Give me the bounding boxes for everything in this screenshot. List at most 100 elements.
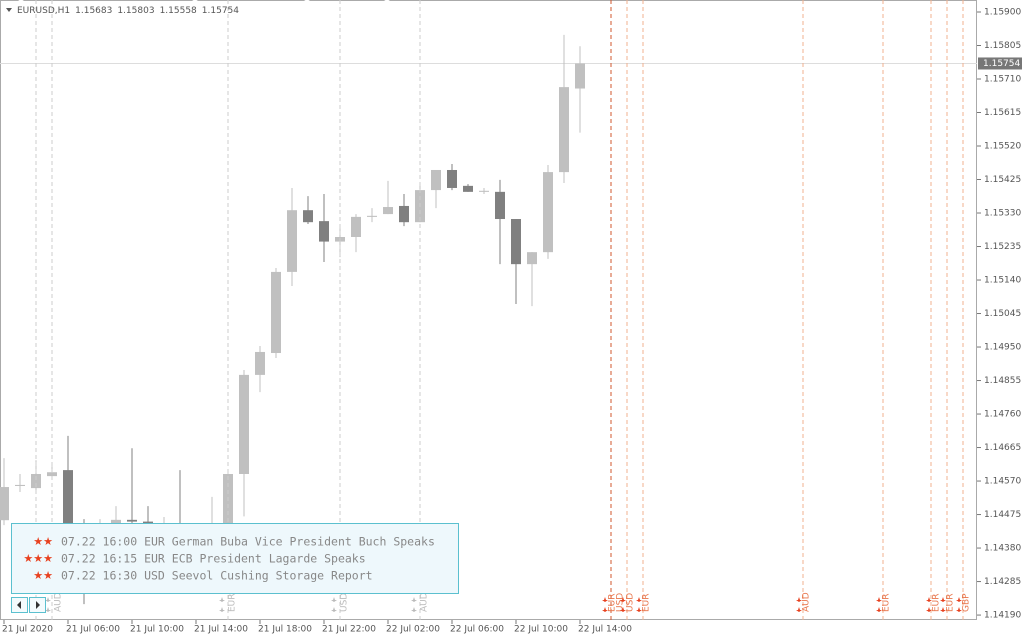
y-tick-label: 1.15710 <box>984 74 1021 84</box>
y-tick-label: 1.14950 <box>984 343 1021 353</box>
candle-body <box>511 219 521 265</box>
candle-body <box>367 215 377 217</box>
event-star <box>956 597 962 602</box>
candle-body <box>31 473 41 489</box>
event-star <box>636 597 642 602</box>
y-tick-label: 1.15615 <box>984 108 1021 118</box>
y-tick-label: 1.14475 <box>984 510 1021 520</box>
candle-body <box>575 63 585 89</box>
header-field: 1.15683 <box>75 6 112 16</box>
candle-body <box>63 470 73 531</box>
event-star <box>331 607 337 612</box>
event-label: USD <box>626 593 636 612</box>
news-text: 07.22 16:00 EUR German Buba Vice Preside… <box>61 535 435 549</box>
x-tick-label: 21 Jul 06:00 <box>66 625 120 635</box>
event-star <box>411 607 417 612</box>
event-star <box>796 607 802 612</box>
x-tick-label: 22 Jul 02:00 <box>386 625 440 635</box>
event-star <box>411 597 417 602</box>
y-tick-label: 1.14190 <box>984 611 1021 621</box>
y-tick-label: 1.14570 <box>984 477 1021 487</box>
candle-body <box>447 169 457 188</box>
event-star <box>636 607 642 612</box>
header-field: EURUSD,H1 <box>17 6 70 16</box>
event-star <box>602 597 608 602</box>
event-star <box>876 597 882 602</box>
candle-body <box>351 216 361 237</box>
y-tick-label: 1.15235 <box>984 242 1021 252</box>
news-text: 07.22 16:15 EUR ECB President Lagarde Sp… <box>61 552 366 566</box>
header-field: 1.15754 <box>202 6 239 16</box>
candle-body <box>271 271 281 354</box>
candle-body <box>463 185 473 192</box>
y-tick-label: 1.14855 <box>984 376 1021 386</box>
event-star <box>926 607 932 612</box>
x-tick-label: 21 Jul 22:00 <box>322 625 376 635</box>
event-star <box>18 0 24 2</box>
x-tick-label: 21 Jul 18:00 <box>258 625 312 635</box>
event-star <box>926 597 932 602</box>
candle-body <box>319 221 329 242</box>
event-label: USD <box>616 593 626 612</box>
candle-body <box>431 169 441 191</box>
candle-body <box>479 190 489 192</box>
x-tick-label: 22 Jul 10:00 <box>514 625 568 635</box>
candle-body <box>495 191 505 220</box>
event-label: EUR <box>228 593 238 612</box>
event-label: AUD <box>802 592 812 612</box>
scroll-right-arrow[interactable] <box>36 601 40 609</box>
candle-body <box>303 210 313 223</box>
plot-frame <box>0 0 977 620</box>
event-star <box>940 607 946 612</box>
y-tick-label: 1.15520 <box>984 142 1021 152</box>
event-star <box>192 0 198 2</box>
y-tick-label: 1.14380 <box>984 544 1021 554</box>
event-star <box>384 0 390 2</box>
header-field: 1.15558 <box>160 6 197 16</box>
event-star <box>45 597 51 602</box>
event-star <box>620 607 626 612</box>
x-tick-label: 22 Jul 14:00 <box>578 625 632 635</box>
current-price-box <box>978 57 1022 70</box>
event-star <box>956 607 962 612</box>
event-star <box>219 607 225 612</box>
news-stars: ★★ <box>33 535 53 548</box>
candle-body <box>15 484 25 486</box>
event-label: EUR <box>642 593 652 612</box>
candle-body <box>527 252 537 265</box>
event-label: USD <box>340 593 350 612</box>
event-label: AUD <box>54 592 64 612</box>
event-star <box>796 597 802 602</box>
news-text: 07.22 16:30 USD Seevol Cushing Storage R… <box>61 569 373 583</box>
event-star <box>45 607 51 612</box>
header-field: 1.15803 <box>117 6 154 16</box>
y-tick-label: 1.14665 <box>984 443 1021 453</box>
event-label: EUR <box>946 593 956 612</box>
candle-body <box>287 210 297 272</box>
symbol-header: EURUSD,H1 1.15683 1.15803 1.15558 1.15754 <box>17 6 239 16</box>
y-tick-label: 1.15805 <box>984 41 1021 51</box>
x-tick-label: 21 Jul 2020 <box>2 625 53 635</box>
x-tick-label: 21 Jul 14:00 <box>194 625 248 635</box>
y-tick-label: 1.15045 <box>984 309 1021 319</box>
event-star <box>219 597 225 602</box>
candle-body <box>399 205 409 223</box>
news-stars: ★★★ <box>23 552 53 565</box>
event-label: GBP <box>962 593 972 612</box>
y-tick-label: 1.14285 <box>984 577 1021 587</box>
x-tick-label: 21 Jul 10:00 <box>130 625 184 635</box>
event-star <box>940 597 946 602</box>
scroll-left-arrow[interactable] <box>17 601 21 609</box>
y-tick-label: 1.15330 <box>984 209 1021 219</box>
x-tick-label: 22 Jul 06:00 <box>450 625 504 635</box>
menu-arrow[interactable] <box>6 8 12 12</box>
y-tick-label: 1.15140 <box>984 276 1021 286</box>
event-star <box>304 0 310 2</box>
y-tick-label: 1.14760 <box>984 410 1021 420</box>
candle-body <box>47 472 57 477</box>
event-label: EUR <box>882 593 892 612</box>
event-star <box>620 597 626 602</box>
candle-body <box>0 487 9 521</box>
candle-body <box>543 172 553 253</box>
